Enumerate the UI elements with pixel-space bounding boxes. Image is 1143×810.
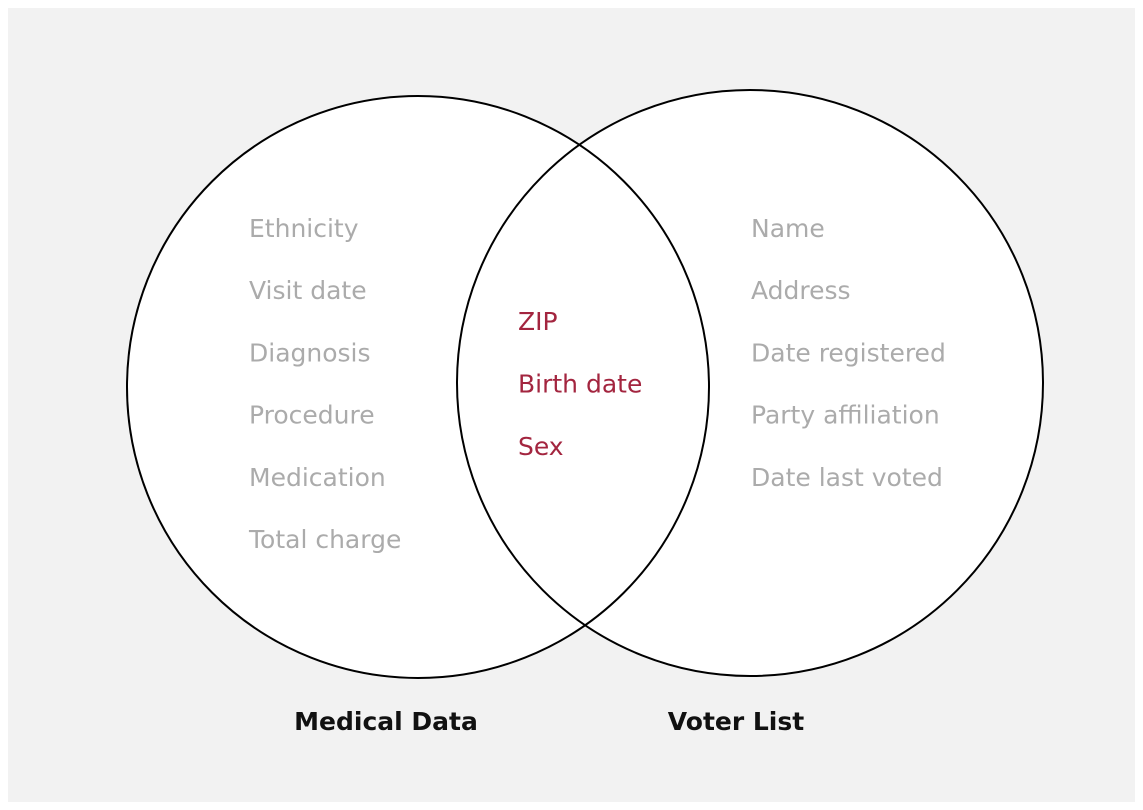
shared-item: Sex xyxy=(518,432,564,461)
set-item: Total charge xyxy=(248,525,401,554)
medical-circle-fill xyxy=(127,96,709,678)
set-item: Party affiliation xyxy=(751,401,940,430)
set-item: Visit date xyxy=(249,276,367,305)
text-layer: Ethnicity Visit date Diagnosis Procedure Med… xyxy=(248,214,946,736)
shared-item: Birth date xyxy=(518,370,642,399)
set-label: Medical Data xyxy=(294,707,478,736)
medical-circle xyxy=(126,95,710,679)
voter-circle xyxy=(456,89,1044,677)
set-item: Procedure xyxy=(249,401,375,430)
set-item: Date last voted xyxy=(751,463,943,492)
set-item: Address xyxy=(751,276,851,305)
set-item: Medication xyxy=(249,463,386,492)
set-label: Voter List xyxy=(668,707,804,736)
set-item: Ethnicity xyxy=(249,214,359,243)
set-item: Diagnosis xyxy=(249,338,371,367)
set-item: Date registered xyxy=(751,338,946,367)
shared-item: ZIP xyxy=(518,307,558,336)
set-item: Name xyxy=(751,214,825,243)
